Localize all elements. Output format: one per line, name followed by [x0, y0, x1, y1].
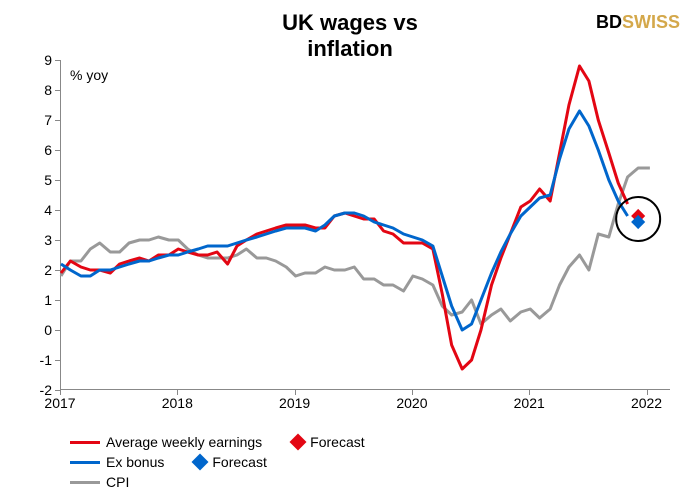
legend-cpi-line — [70, 481, 100, 484]
y-tick-label: 3 — [0, 232, 52, 248]
legend-exbonus-label: Ex bonus — [106, 454, 164, 470]
y-tick-label: 4 — [0, 202, 52, 218]
chart-container: UK wages vs inflation BDSWISS -2-1012345… — [0, 0, 700, 500]
legend-awe-marker — [290, 434, 307, 451]
x-tick-label: 2022 — [631, 395, 662, 411]
legend-exbonus-forecast: Forecast — [194, 454, 266, 470]
x-tick-label: 2020 — [396, 395, 427, 411]
legend-exbonus: Ex bonus — [70, 454, 164, 470]
plot-svg — [61, 60, 671, 390]
legend-exbonus-line — [70, 461, 100, 464]
y-tick-label: -1 — [0, 352, 52, 368]
chart-title: UK wages vs inflation — [282, 10, 418, 62]
x-tick-label: 2017 — [44, 395, 75, 411]
y-tick-label: 2 — [0, 262, 52, 278]
y-tick-label: 1 — [0, 292, 52, 308]
x-tick-label: 2019 — [279, 395, 310, 411]
legend-exbonus-marker — [192, 454, 209, 471]
legend-awe: Average weekly earnings — [70, 434, 262, 450]
logo-swiss: SWISS — [622, 12, 680, 32]
title-line1: UK wages vs — [282, 10, 418, 36]
logo-bd: BD — [596, 12, 622, 32]
y-tick-label: 0 — [0, 322, 52, 338]
legend-awe-label: Average weekly earnings — [106, 434, 262, 450]
logo: BDSWISS — [596, 12, 680, 33]
legend-exbonus-forecast-label: Forecast — [212, 454, 266, 470]
x-tick-label: 2021 — [514, 395, 545, 411]
legend-cpi: CPI — [70, 474, 129, 490]
y-tick-label: 9 — [0, 52, 52, 68]
plot-area — [60, 60, 670, 390]
title-line2: inflation — [282, 36, 418, 62]
legend-awe-line — [70, 441, 100, 444]
legend-awe-forecast: Forecast — [292, 434, 364, 450]
legend-awe-forecast-label: Forecast — [310, 434, 364, 450]
y-tick-label: 8 — [0, 82, 52, 98]
legend: Average weekly earnings Forecast Ex bonu… — [70, 434, 680, 490]
legend-cpi-label: CPI — [106, 474, 129, 490]
y-tick-label: 5 — [0, 172, 52, 188]
x-tick-label: 2018 — [162, 395, 193, 411]
y-tick-label: 7 — [0, 112, 52, 128]
y-tick-label: 6 — [0, 142, 52, 158]
